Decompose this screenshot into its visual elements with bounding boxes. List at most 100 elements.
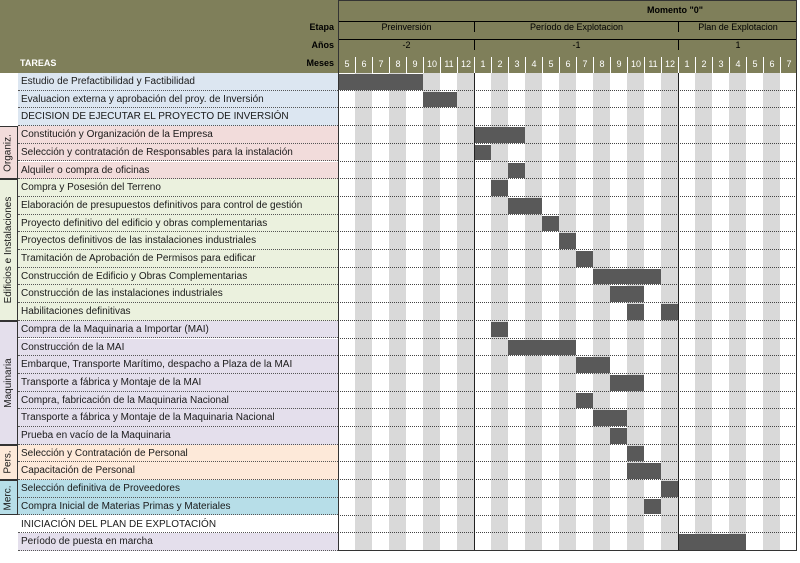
- gantt-bar: [627, 445, 644, 462]
- gantt-bar: [423, 91, 457, 108]
- task-label: Habilitaciones definitivas: [21, 306, 131, 318]
- task-row: [18, 462, 338, 481]
- row-divider: [338, 178, 797, 180]
- task-row: [18, 126, 338, 144]
- task-row: [18, 250, 338, 268]
- gantt-bar: [576, 251, 593, 267]
- etapa-cell: Período de Explotacion: [474, 21, 678, 32]
- month-cell: 1: [474, 57, 491, 73]
- month-cell: 9: [406, 57, 423, 73]
- task-label: Alquiler o compra de oficinas: [21, 164, 150, 176]
- gray-column: [729, 73, 746, 551]
- gantt-bar: [644, 498, 661, 515]
- stage-divider: [474, 73, 475, 551]
- row-divider: [338, 461, 797, 463]
- month-cell: 10: [423, 57, 440, 73]
- task-row: [18, 90, 338, 109]
- gray-column: [593, 73, 610, 551]
- task-row: [18, 320, 338, 339]
- group-cell: [0, 126, 18, 180]
- gantt-bar: [508, 339, 576, 356]
- task-label: Elaboración de presupuestos definitivos …: [21, 199, 303, 211]
- month-cell: 7: [372, 57, 389, 73]
- task-label: DECISION DE EJECUTAR EL PROYECTO DE INVE…: [21, 111, 289, 123]
- month-cell: 5: [542, 57, 559, 73]
- row-divider: [338, 107, 797, 109]
- tareas-label: TAREAS: [20, 58, 57, 68]
- task-label: Compra, fabricación de la Maquinaria Nac…: [21, 394, 229, 406]
- month-cell: 10: [627, 57, 644, 73]
- task-row: [18, 391, 338, 410]
- row-divider: [338, 249, 797, 250]
- gantt-bar: [610, 374, 644, 391]
- group-cell: [0, 320, 18, 445]
- group-label: Pers.: [3, 450, 15, 475]
- task-label: Selección y Contratación de Personal: [21, 447, 188, 459]
- month-cell: 2: [491, 57, 508, 73]
- month-cell: 9: [610, 57, 627, 73]
- gantt-bar: [610, 286, 644, 303]
- gray-column: [525, 73, 542, 551]
- task-label: Compra y Posesión del Terreno: [21, 182, 161, 194]
- row-divider: [338, 302, 797, 304]
- gray-column: [763, 73, 780, 551]
- month-cell: 6: [763, 57, 780, 73]
- task-row: [18, 214, 338, 233]
- month-cell: 5: [746, 57, 763, 73]
- task-row: [18, 179, 338, 197]
- task-row: [18, 338, 338, 357]
- task-label: Construcción de las instalaciones indust…: [21, 288, 223, 300]
- task-row: [18, 533, 338, 551]
- gantt-bar: [542, 215, 559, 232]
- row-divider: [338, 266, 797, 268]
- row-divider: [338, 426, 797, 427]
- task-label: Transporte a fábrica y Montaje de la MAI: [21, 376, 202, 388]
- task-label: Compra de la Maquinaria a Importar (MAI): [21, 323, 209, 335]
- group-cell: [0, 480, 18, 516]
- gray-column: [423, 73, 440, 551]
- task-row: [18, 356, 338, 374]
- gantt-bar: [610, 428, 627, 444]
- group-label: Edificios e Instalaciones: [3, 196, 14, 304]
- task-label: Período de puesta en marcha: [21, 536, 153, 548]
- task-row: [18, 497, 338, 516]
- task-row: [18, 196, 338, 215]
- month-cell: 4: [525, 57, 542, 73]
- month-cell: 3: [712, 57, 729, 73]
- grid-border: [338, 0, 797, 551]
- month-cell: 8: [593, 57, 610, 73]
- stage-divider: [678, 73, 679, 551]
- row-divider: [338, 408, 797, 410]
- gantt-bar: [576, 392, 593, 409]
- row-divider: [338, 496, 797, 498]
- etapa-label: Etapa: [309, 22, 334, 32]
- gantt-bar: [593, 268, 661, 285]
- gray-column: [457, 73, 474, 551]
- gray-column: [355, 73, 372, 551]
- gantt-bar: [338, 74, 423, 90]
- row-divider: [338, 355, 797, 357]
- month-cell: 6: [559, 57, 576, 73]
- task-row: [18, 427, 338, 445]
- row-divider: [338, 195, 797, 197]
- month-cell: 7: [780, 57, 797, 73]
- task-label: Prueba en vacío de la Maquinaria: [21, 430, 171, 441]
- row-divider: [338, 213, 797, 215]
- group-label: Organiz.: [3, 133, 14, 172]
- gray-column: [695, 73, 712, 551]
- task-row: [18, 143, 338, 162]
- gantt-bar: [491, 180, 508, 196]
- month-cell: 12: [457, 57, 474, 73]
- task-label: Evaluacion externa y aprobación del proy…: [21, 93, 264, 105]
- task-row: [18, 73, 338, 91]
- row-divider: [338, 89, 797, 91]
- task-row: [18, 444, 338, 463]
- gantt-bar: [627, 304, 644, 320]
- row-divider: [338, 443, 797, 445]
- anios-label: Años: [311, 40, 335, 50]
- group-label: Merc.: [3, 485, 15, 511]
- task-label: Capacitación de Personal: [21, 465, 135, 477]
- momento-label: Momento "0": [646, 5, 704, 15]
- month-cell: 11: [440, 57, 457, 73]
- anio-cell: 1: [678, 39, 797, 50]
